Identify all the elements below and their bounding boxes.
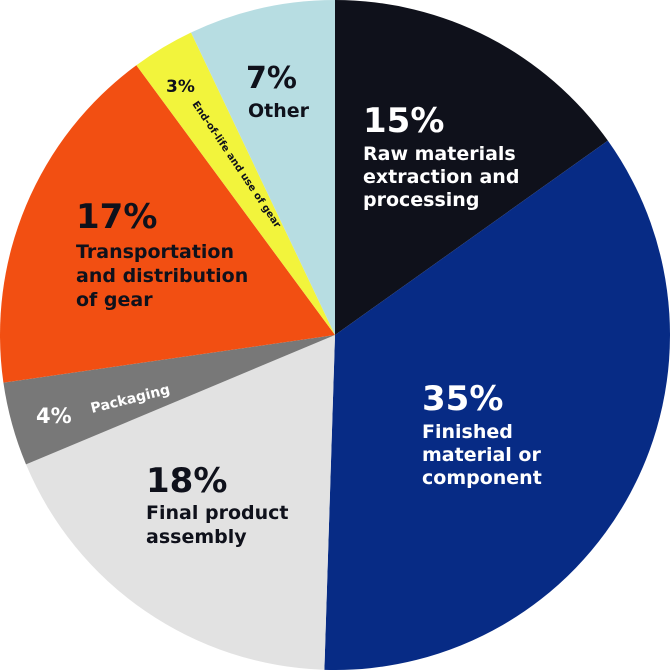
pie-slice-other bbox=[191, 0, 335, 335]
pie-slice-final-assembly bbox=[26, 335, 335, 670]
slice-label-raw-materials-line2: extraction and bbox=[363, 166, 519, 188]
slice-label-finished-material-line3: component bbox=[422, 467, 542, 489]
slice-label-transportation-line1: Transportation bbox=[76, 241, 234, 263]
slice-label-raw-materials-line3: processing bbox=[363, 189, 479, 211]
slice-label-finished-material-line1: Finished bbox=[422, 421, 513, 443]
slice-pct-transportation: 17% bbox=[76, 197, 157, 237]
pie-slice-raw-materials bbox=[335, 0, 608, 335]
pie-slice-end-of-life bbox=[136, 32, 335, 335]
slice-pct-finished-material: 35% bbox=[422, 379, 503, 419]
slice-label-raw-materials-line1: Raw materials bbox=[363, 143, 516, 165]
slice-label-final-assembly-line1: Final product bbox=[146, 502, 288, 524]
slice-label-other: Other bbox=[248, 100, 310, 122]
slice-pct-raw-materials: 15% bbox=[363, 101, 444, 141]
slice-pct-other: 7% bbox=[246, 61, 297, 96]
pie-slice-transportation bbox=[0, 65, 336, 383]
slice-label-transportation-line3: of gear bbox=[76, 289, 153, 311]
slice-label-final-assembly-line2: assembly bbox=[146, 526, 247, 548]
slice-pct-final-assembly: 18% bbox=[146, 461, 227, 501]
slice-label-transportation-line2: and distribution bbox=[76, 265, 248, 287]
pie-slice-finished-material bbox=[324, 140, 670, 670]
slice-pct-packaging: 4% bbox=[36, 404, 72, 428]
pie-slice-packaging bbox=[3, 335, 335, 465]
slice-label-finished-material-line2: material or bbox=[422, 444, 541, 466]
slice-pct-end-of-life: 3% bbox=[166, 77, 195, 97]
